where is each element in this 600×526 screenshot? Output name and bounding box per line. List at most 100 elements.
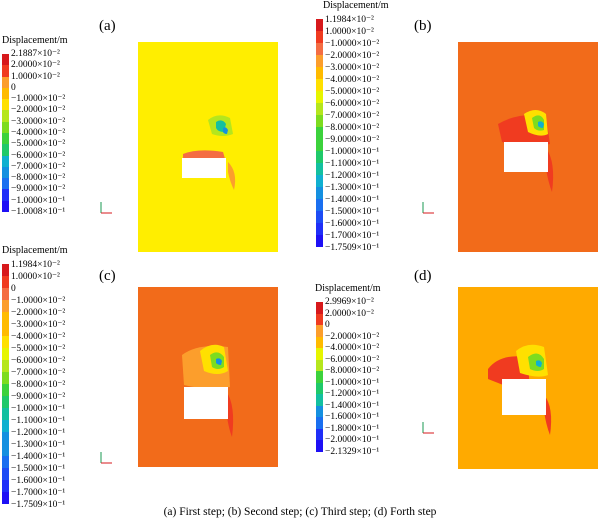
legend-d-swatch — [316, 302, 323, 314]
legend-a-tick-label: −8.0000×10⁻² — [11, 173, 66, 184]
legend-c-swatch — [2, 312, 9, 324]
legend-c-ticks: 1.1984×10⁻² 1.0000×10⁻² 0 −1.0000×10⁻² −2.00… — [11, 259, 65, 511]
legend-a-tick-label: −5.0000×10⁻² — [11, 139, 66, 150]
legend-a-swatch — [2, 189, 9, 201]
legend-d-tick-label: 2.0000×10⁻² — [325, 308, 374, 319]
legend-d-tick-label: −2.0000×10⁻² — [325, 331, 380, 342]
simulation-d-overlay — [488, 344, 552, 435]
legend-d-tick-label: 2.9969×10⁻² — [325, 297, 374, 307]
legend-a-swatch — [2, 178, 9, 190]
legend-c-tick-label: 1.1984×10⁻² — [11, 260, 60, 270]
legend-d-swatch — [316, 405, 323, 418]
legend-c-tick-label: −3.0000×10⁻² — [11, 320, 66, 330]
legend-a-tick-label: −4.0000×10⁻² — [11, 127, 66, 138]
legend-d-bar — [316, 302, 323, 452]
legend-c-tick-label: −1.4000×10⁻¹ — [11, 452, 66, 462]
legend-b-swatch — [316, 67, 323, 79]
legend-a-swatch — [2, 132, 9, 145]
legend-b-tick-label: −1.0000×10⁻¹ — [325, 147, 380, 157]
legend-c-tick-label: −1.2000×10⁻¹ — [11, 428, 66, 438]
legend-c-swatch — [2, 360, 9, 372]
legend-b-tick-label: −8.0000×10⁻² — [325, 123, 380, 133]
simulation-d — [458, 287, 598, 469]
legend-c-swatch — [2, 468, 9, 480]
legend-b-tick-label: −1.3000×10⁻¹ — [325, 183, 380, 193]
legend-b-swatch — [316, 139, 323, 151]
legend-b-tick-label: 1.0000×10⁻² — [325, 27, 374, 37]
simulation-c-overlay — [182, 344, 234, 437]
legend-d-tick-label: −1.0000×10⁻¹ — [325, 377, 380, 388]
legend-b-swatch — [316, 55, 323, 67]
legend-c-tick-label: −6.0000×10⁻² — [11, 356, 66, 366]
legend-b-swatch — [316, 115, 323, 127]
legend-b-tick-label: −6.0000×10⁻² — [325, 99, 380, 109]
panel-label-b: (b) — [414, 18, 432, 34]
legend-c-swatch — [2, 288, 9, 300]
axes-icon-d — [422, 422, 434, 434]
legend-a-tick-label: −6.0000×10⁻² — [11, 150, 66, 161]
legend-c-tick-label: 0 — [11, 284, 16, 294]
legend-d-tick-label: −8.0000×10⁻² — [325, 366, 380, 377]
panel-label-c: (c) — [99, 268, 116, 284]
legend-b-swatch — [316, 127, 323, 139]
legend-c-swatch — [2, 396, 9, 408]
simulation-b-overlay — [498, 110, 554, 192]
legend-d-tick-label: −4.0000×10⁻² — [325, 343, 380, 354]
legend-d-swatch — [316, 359, 323, 372]
legend-c-swatch — [2, 384, 9, 396]
legend-c-swatch — [2, 300, 9, 312]
axes-icon-a — [100, 202, 112, 214]
legend-d-swatch — [316, 428, 323, 441]
legend-a-swatch — [2, 166, 9, 179]
legend-b-tick-label: −3.0000×10⁻² — [325, 63, 380, 73]
legend-a-swatch — [2, 200, 9, 212]
excavation-hole-a — [182, 158, 226, 178]
panel-label-d: (d) — [414, 268, 432, 284]
legend-c-tick-label: −1.1000×10⁻¹ — [11, 416, 66, 426]
legend-a-swatch — [2, 121, 9, 133]
legend-c-tick-label: −1.6000×10⁻¹ — [11, 476, 66, 486]
legend-b-swatch — [316, 19, 323, 31]
legend-c-swatch — [2, 444, 9, 456]
legend-c-tick-label: −1.5000×10⁻¹ — [11, 464, 66, 474]
excavation-hole-d — [502, 379, 546, 415]
legend-a-swatch — [2, 110, 9, 122]
legend-d-swatch — [316, 440, 323, 452]
legend-b-tick-label: −1.2000×10⁻¹ — [325, 171, 380, 181]
legend-a-tick-label: −2.0000×10⁻² — [11, 105, 66, 116]
legend-c-tick-label: −1.0000×10⁻¹ — [11, 404, 66, 414]
legend-d-tick-label: −2.0000×10⁻¹ — [325, 435, 380, 446]
simulation-b — [458, 42, 598, 252]
legend-b-title: Displacement/m — [323, 0, 389, 11]
legend-c-tick-label: −1.7000×10⁻¹ — [11, 488, 66, 498]
legend-d-tick-label: −6.0000×10⁻² — [325, 354, 380, 365]
legend-c-tick-label: −4.0000×10⁻² — [11, 332, 66, 342]
legend-b-tick-label: −1.5000×10⁻¹ — [325, 207, 380, 217]
legend-d-swatch — [316, 313, 323, 326]
legend-d-tick-label: −2.1329×10⁻¹ — [325, 446, 380, 457]
legend-a-bar — [2, 54, 9, 212]
legend-c-swatch — [2, 372, 9, 384]
legend-b-swatch — [316, 211, 323, 223]
legend-d-swatch — [316, 394, 323, 406]
legend-c-tick-label: 1.0000×10⁻² — [11, 272, 60, 282]
legend-b-tick-label: −4.0000×10⁻² — [325, 75, 380, 85]
legend-a-tick-label: 0 — [11, 82, 16, 93]
legend-b-swatch — [316, 235, 323, 247]
legend-d-tick-label: 0 — [325, 320, 330, 331]
legend-c-swatch — [2, 456, 9, 468]
legend-c-swatch — [2, 348, 9, 360]
simulation-c — [138, 287, 278, 467]
axes-icon-b — [422, 202, 434, 214]
legend-a-swatch — [2, 65, 9, 77]
legend-b-tick-label: 1.1984×10⁻² — [325, 15, 374, 25]
legend-d-swatch — [316, 371, 323, 383]
legend-d-title: Displacement/m — [315, 283, 381, 294]
legend-b-tick-label: −5.0000×10⁻² — [325, 87, 380, 97]
legend-c-tick-label: −1.0000×10⁻² — [11, 296, 66, 306]
legend-b-swatch — [316, 103, 323, 115]
legend-b-tick-label: −7.0000×10⁻² — [325, 111, 380, 121]
legend-c-bar — [2, 264, 9, 504]
legend-b-swatch — [316, 31, 323, 43]
legend-a-swatch — [2, 87, 9, 100]
